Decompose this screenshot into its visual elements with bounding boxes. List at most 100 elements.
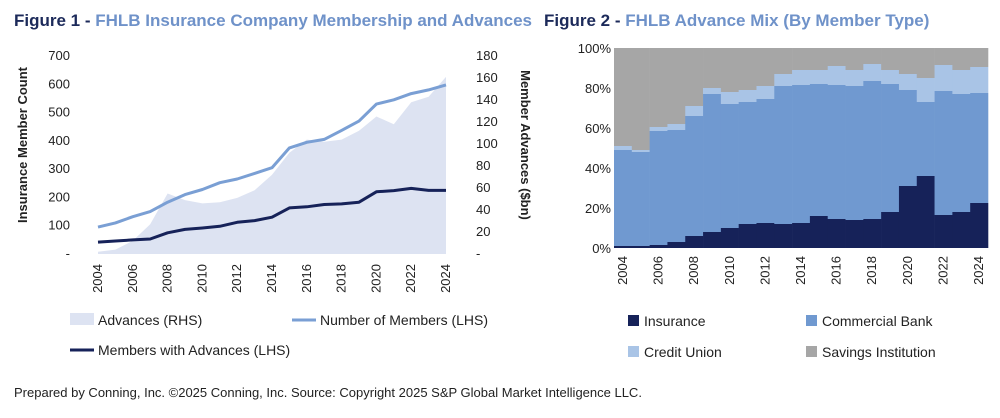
bar-segment-insurance xyxy=(756,223,775,248)
number-of-members-line xyxy=(97,83,447,229)
bar-segment-commercial-bank xyxy=(614,150,633,246)
bar-segment-commercial-bank xyxy=(916,102,935,176)
bar-segment-savings-institution xyxy=(738,48,757,90)
x-axis-tick: 2020 xyxy=(900,256,915,285)
right-axis-tick: 60 xyxy=(476,180,490,195)
bar-segment-credit-union xyxy=(703,88,722,94)
bar-segment-credit-union xyxy=(738,90,757,102)
bar-segment-insurance xyxy=(934,215,953,248)
bar-segment-credit-union xyxy=(614,146,633,150)
figure1-title: Figure 1 - FHLB Insurance Company Member… xyxy=(14,11,532,31)
figure2-title: Figure 2 - FHLB Advance Mix (By Member T… xyxy=(544,11,929,31)
bar-segment-insurance xyxy=(881,212,900,248)
bar-segment-savings-institution xyxy=(792,48,811,70)
bar-segment-credit-union xyxy=(774,74,793,86)
right-axis-tick: - xyxy=(476,246,480,261)
bar-segment-commercial-bank xyxy=(667,130,686,242)
bar-segment-insurance xyxy=(649,245,668,248)
bar-segment-savings-institution xyxy=(863,48,882,64)
bar-segment-insurance xyxy=(827,219,846,248)
bar-segment-savings-institution xyxy=(685,48,704,106)
x-axis-tick: 2018 xyxy=(334,264,349,293)
legend-swatch-advances xyxy=(70,313,94,325)
bar-segment-credit-union xyxy=(845,70,864,86)
bar-segment-savings-institution xyxy=(809,48,829,70)
bar-segment-credit-union xyxy=(827,66,846,85)
y-axis-tick: 100% xyxy=(578,41,612,56)
legend-label: Number of Members (LHS) xyxy=(320,312,488,328)
left-axis-tick: 300 xyxy=(48,161,70,176)
bar-segment-commercial-bank xyxy=(934,91,953,215)
figure1-ticks: - 100 200 300 400 500 600 700 - 20 40 60 80 100 120 140… xyxy=(48,48,497,293)
legend-label: Advances (RHS) xyxy=(98,312,202,328)
left-axis-tick: 600 xyxy=(48,76,70,91)
bar-segment-savings-institution xyxy=(827,48,846,66)
bar-segment-credit-union xyxy=(756,86,775,99)
bar-segment-savings-institution xyxy=(614,48,633,146)
bar-segment-credit-union xyxy=(934,65,953,91)
bar-segment-insurance xyxy=(952,212,971,248)
bar-segment-commercial-bank xyxy=(881,84,900,212)
advances-area xyxy=(98,76,446,255)
left-axis-tick: 200 xyxy=(48,189,70,204)
figure2-chart: 0% 20% 40% 60% 80% 100% 2004 2006 2008 2010 2012 20… xyxy=(578,41,989,360)
bar-segment-commercial-bank xyxy=(738,102,757,224)
bar-segment-savings-institution xyxy=(845,48,864,70)
x-axis-tick: 2010 xyxy=(722,256,737,285)
right-axis-title: Member Advances ($bn) xyxy=(518,70,533,220)
x-axis-tick: 2016 xyxy=(829,256,844,285)
bar-segment-insurance xyxy=(667,242,686,248)
left-axis-title: Insurance Member Count xyxy=(15,66,30,223)
bar-segment-commercial-bank xyxy=(827,85,846,219)
bar-segment-commercial-bank xyxy=(631,152,650,246)
bar-segment-insurance xyxy=(738,224,757,248)
right-axis-tick: 140 xyxy=(476,92,498,107)
legend-label: Members with Advances (LHS) xyxy=(98,342,290,358)
figure2-legend: Insurance Commercial Bank Credit Union Savi… xyxy=(628,313,936,360)
bar-segment-insurance xyxy=(792,223,811,248)
bar-segment-credit-union xyxy=(898,74,918,90)
left-axis-tick: 700 xyxy=(48,48,70,63)
bar-segment-commercial-bank xyxy=(809,84,829,216)
bar-segment-savings-institution xyxy=(881,48,900,70)
legend-swatch xyxy=(628,346,639,357)
bar-segment-credit-union xyxy=(792,70,811,85)
figure1-legend: Advances (RHS) Number of Members (LHS) Mem… xyxy=(70,312,488,358)
bar-segment-insurance xyxy=(845,220,864,248)
bar-segment-savings-institution xyxy=(720,48,739,92)
bar-segment-savings-institution xyxy=(649,48,668,127)
bar-segment-credit-union xyxy=(881,70,900,84)
x-axis-tick: 2022 xyxy=(935,256,950,285)
figure2-title-text: FHLB Advance Mix (By Member Type) xyxy=(625,11,930,30)
bar-segment-credit-union xyxy=(649,127,668,131)
bar-segment-commercial-bank xyxy=(898,90,918,186)
y-axis-tick: 60% xyxy=(585,121,611,136)
bar-segment-savings-institution xyxy=(667,48,686,124)
legend-label: Savings Institution xyxy=(822,344,936,360)
bar-segment-insurance xyxy=(703,232,722,248)
right-axis-tick: 80 xyxy=(476,158,490,173)
legend-swatch xyxy=(628,315,639,326)
y-axis-tick: 80% xyxy=(585,81,611,96)
right-axis-tick: 40 xyxy=(476,202,490,217)
bar-segment-insurance xyxy=(916,176,935,248)
members-with-advances-line xyxy=(97,186,446,244)
bar-segment-savings-institution xyxy=(934,48,953,65)
bar-segment-credit-union xyxy=(916,78,935,102)
bar-segment-commercial-bank xyxy=(756,99,775,223)
left-axis-tick: 400 xyxy=(48,133,70,148)
advances-area-layer xyxy=(98,76,446,255)
y-axis-tick: 40% xyxy=(585,161,611,176)
left-axis-tick: 500 xyxy=(48,105,70,120)
legend-label: Commercial Bank xyxy=(822,313,933,329)
x-axis-tick: 2016 xyxy=(299,264,314,293)
x-axis-tick: 2020 xyxy=(368,264,383,293)
legend-label: Credit Union xyxy=(644,344,722,360)
figure1-chart: - 100 200 300 400 500 600 700 - 20 40 60 80 100 120 140… xyxy=(15,48,533,358)
bar-segment-savings-institution xyxy=(898,48,918,74)
x-axis-tick: 2012 xyxy=(229,264,244,293)
bar-segment-insurance xyxy=(809,216,829,248)
x-axis-tick: 2006 xyxy=(651,256,666,285)
bar-segment-insurance xyxy=(685,236,704,248)
